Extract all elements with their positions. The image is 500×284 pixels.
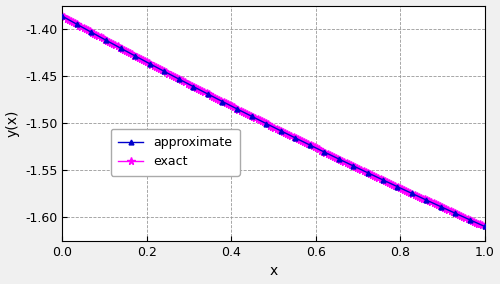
approximate bbox=[292, 136, 298, 140]
exact bbox=[460, 215, 466, 219]
approximate bbox=[424, 198, 430, 202]
approximate bbox=[322, 150, 328, 154]
approximate bbox=[263, 122, 269, 125]
X-axis label: x: x bbox=[270, 264, 278, 278]
approximate bbox=[220, 100, 226, 103]
approximate bbox=[438, 205, 444, 208]
approximate bbox=[307, 143, 313, 147]
Line: exact: exact bbox=[58, 12, 488, 230]
approximate bbox=[394, 185, 400, 188]
approximate bbox=[205, 92, 211, 96]
approximate bbox=[74, 22, 80, 26]
approximate bbox=[408, 192, 414, 195]
exact bbox=[172, 75, 178, 79]
Y-axis label: y(x): y(x) bbox=[6, 110, 20, 137]
approximate bbox=[234, 107, 240, 110]
approximate bbox=[103, 39, 109, 42]
exact bbox=[76, 24, 82, 27]
approximate bbox=[467, 218, 473, 222]
approximate bbox=[60, 14, 66, 18]
exact bbox=[60, 14, 66, 18]
approximate bbox=[118, 46, 124, 50]
approximate bbox=[452, 212, 458, 215]
approximate bbox=[248, 114, 254, 118]
exact bbox=[482, 225, 488, 228]
approximate bbox=[146, 62, 152, 65]
approximate bbox=[161, 70, 167, 73]
exact bbox=[85, 29, 91, 32]
approximate bbox=[336, 157, 342, 161]
Legend: approximate, exact: approximate, exact bbox=[111, 129, 240, 176]
approximate bbox=[482, 225, 488, 228]
exact bbox=[138, 57, 144, 61]
approximate bbox=[380, 178, 386, 181]
approximate bbox=[190, 85, 196, 88]
approximate bbox=[132, 54, 138, 58]
approximate bbox=[278, 129, 283, 132]
Line: approximate: approximate bbox=[60, 14, 487, 229]
approximate bbox=[88, 31, 94, 34]
exact bbox=[446, 208, 452, 212]
approximate bbox=[176, 77, 182, 81]
approximate bbox=[365, 171, 371, 175]
approximate bbox=[350, 164, 356, 168]
